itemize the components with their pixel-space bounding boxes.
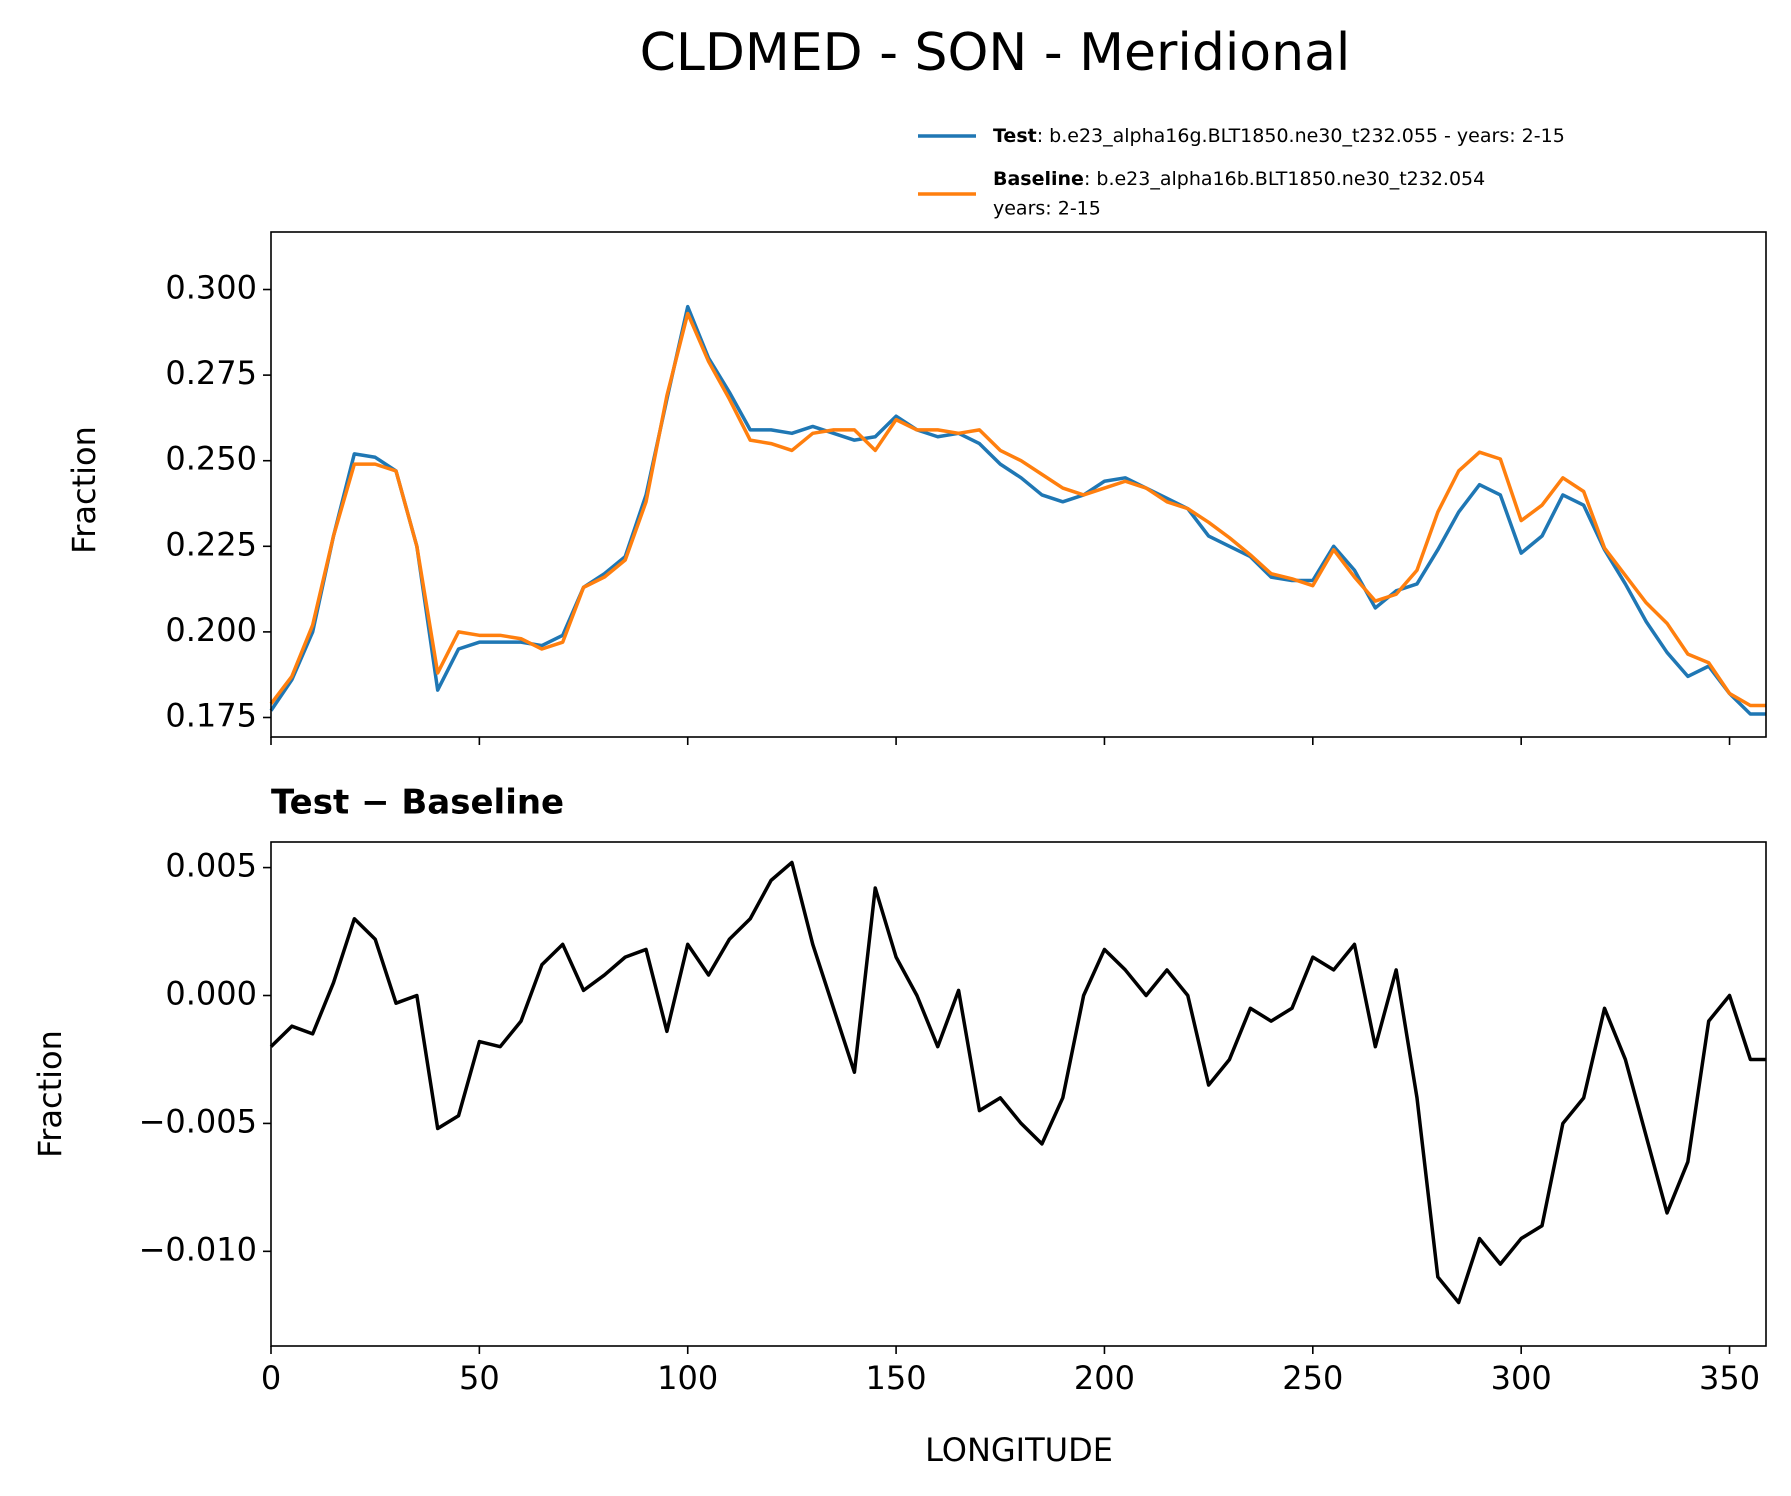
y-tick-label: 0.225 xyxy=(165,525,257,563)
y-tick-label: 0.200 xyxy=(165,611,257,649)
plot-frame xyxy=(270,231,1767,738)
legend-entry: Baseline: b.e23_alpha16b.BLT1850.ne30_t2… xyxy=(993,168,1485,190)
legend-detail: : b.e23_alpha16g.BLT1850.ne30_t232.055 -… xyxy=(1037,125,1565,147)
x-tick-label: 300 xyxy=(1491,1359,1552,1397)
y-tick-label: 0.175 xyxy=(165,696,257,734)
y-tick-label: −0.010 xyxy=(139,1230,257,1268)
subplot-title: Test − Baseline xyxy=(271,783,564,823)
legend-entry: Test: b.e23_alpha16g.BLT1850.ne30_t232.0… xyxy=(993,125,1565,147)
data-line xyxy=(269,304,1766,716)
x-tick-label: 150 xyxy=(866,1359,927,1397)
legend-name: Baseline xyxy=(993,168,1084,190)
y-tick-label: 0.250 xyxy=(165,440,257,478)
x-tick-label: 100 xyxy=(657,1359,718,1397)
y-axis-label: Fraction xyxy=(65,426,103,554)
legend-detail: years: 2-15 xyxy=(993,198,1101,220)
x-tick-label: 0 xyxy=(261,1359,281,1397)
x-tick-label: 50 xyxy=(459,1359,500,1397)
y-tick-label: 0.275 xyxy=(165,354,257,392)
y-tick-label: 0.005 xyxy=(165,847,257,885)
plot-frame xyxy=(270,841,1767,1347)
x-axis-label: LONGITUDE xyxy=(925,1431,1113,1469)
x-tick-label: 200 xyxy=(1074,1359,1135,1397)
legend: Test: b.e23_alpha16g.BLT1850.ne30_t232.0… xyxy=(918,125,1565,220)
chart-title: CLDMED - SON - Meridional xyxy=(640,23,1351,83)
x-tick-label: 250 xyxy=(1282,1359,1343,1397)
y-tick-label: −0.005 xyxy=(139,1102,257,1140)
legend-detail: : b.e23_alpha16b.BLT1850.ne30_t232.054 xyxy=(1084,168,1485,190)
y-tick-label: 0.000 xyxy=(165,975,257,1013)
data-line xyxy=(269,860,1766,1305)
x-tick-label: 350 xyxy=(1699,1359,1760,1397)
y-axis-label: Fraction xyxy=(31,1030,69,1158)
legend-name: Test xyxy=(993,125,1037,147)
data-line xyxy=(269,311,1766,708)
y-tick-label: 0.300 xyxy=(165,269,257,307)
